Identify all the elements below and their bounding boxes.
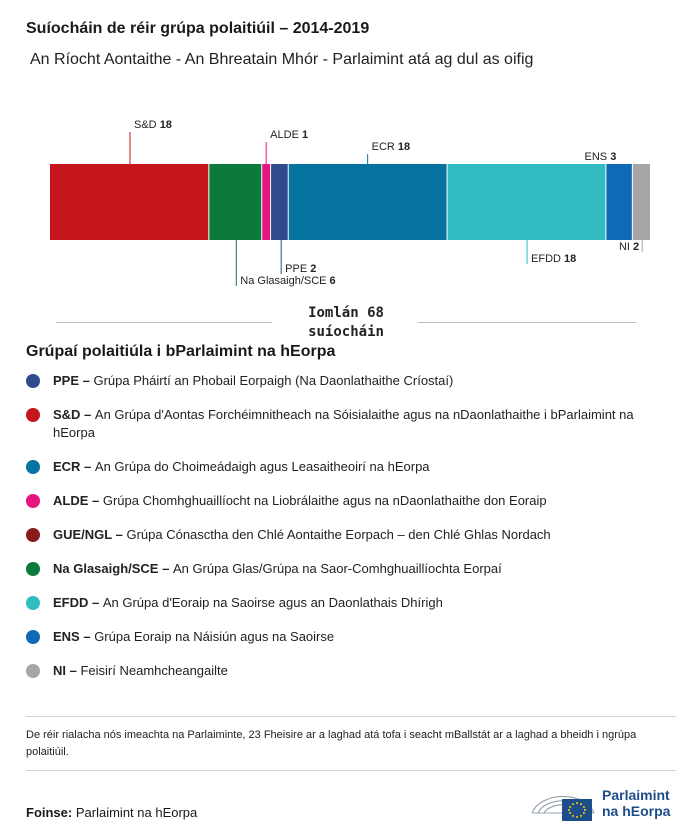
legend-abbr: GUE/NGL –	[53, 527, 127, 542]
legend-title: Grúpaí polaitiúla i bParlaimint na hEorp…	[26, 343, 336, 360]
segment-label-7: NI 2	[619, 241, 639, 253]
total-seats: Iomlán 68 suíocháin	[56, 302, 636, 342]
legend-abbr: S&D –	[53, 407, 95, 422]
bar-segment-7	[632, 164, 650, 240]
legend-swatch	[26, 562, 40, 576]
segment-label-4: ECR 18	[372, 141, 411, 153]
legend-swatch	[26, 460, 40, 474]
legend-swatch	[26, 596, 40, 610]
legend-item: ENS – Grúpa Eoraip na Náisiún agus na Sa…	[26, 628, 666, 646]
legend-text: An Grúpa Glas/Grúpa na Saor-Comhghuaillí…	[172, 561, 502, 576]
legend-item: EFDD – An Grúpa d'Eoraip na Saoirse agus…	[26, 594, 666, 612]
legend-abbr: ALDE –	[53, 493, 103, 508]
logo-line2: na hEorpa	[602, 803, 671, 819]
segment-label-1: Na Glasaigh/SCE 6	[240, 275, 335, 287]
logo-line1: Parlaimint	[602, 787, 670, 803]
legend-item: S&D – An Grúpa d'Aontas Forchéimnitheach…	[26, 406, 666, 442]
legend-text: An Grúpa do Choimeádaigh agus Leasaitheo…	[94, 459, 430, 474]
chart-title: Suíocháin de réir grúpa polaitiúil – 201…	[26, 20, 370, 37]
legend-abbr: Na Glasaigh/SCE –	[53, 561, 173, 576]
legend-item: NI – Feisirí Neamhcheangailte	[26, 662, 666, 680]
divider-bottom	[26, 770, 676, 771]
legend-text: Grúpa Eoraip na Náisiún agus na Saoirse	[94, 629, 335, 644]
legend-abbr: EFDD –	[53, 595, 103, 610]
legend-abbr: ECR –	[53, 459, 95, 474]
legend-text: An Grúpa d'Eoraip na Saoirse agus an Dao…	[102, 595, 443, 610]
bar-segment-2	[261, 164, 271, 240]
legend-item: ALDE – Grúpa Chomhghuaillíocht na Liobrá…	[26, 492, 666, 510]
total-label: Iomlán 68 suíocháin	[56, 304, 636, 342]
legend-text: Grúpa Cónasctha den Chlé Aontaithe Eorpa…	[126, 527, 551, 542]
total-line2: suíocháin	[308, 324, 384, 340]
segment-label-2: ALDE 1	[270, 129, 308, 141]
logo-text: Parlaimint na hEorpa	[602, 787, 670, 819]
segment-label-0: S&D 18	[134, 119, 172, 131]
legend-swatch	[26, 528, 40, 542]
bar-segment-4	[288, 164, 448, 240]
chart-subtitle: An Ríocht Aontaithe - An Bhreatain Mhór …	[30, 51, 534, 68]
european-parliament-logo: Parlaimint na hEorpa	[528, 781, 678, 823]
legend-item: Na Glasaigh/SCE – An Grúpa Glas/Grúpa na…	[26, 560, 666, 578]
bar-segment-6	[605, 164, 633, 240]
segment-label-3: PPE 2	[285, 263, 316, 275]
bar-segment-3	[270, 164, 289, 240]
legend-abbr: PPE –	[53, 373, 94, 388]
legend-text: Grúpa Pháirtí an Phobail Eorpaigh (Na Da…	[93, 373, 454, 388]
footnote: De réir rialacha nós imeachta na Parlaim…	[26, 729, 637, 758]
source: Foinse: Parlaimint na hEorpa	[26, 805, 197, 820]
legend-swatch	[26, 374, 40, 388]
legend-abbr: NI –	[53, 663, 81, 678]
legend-swatch	[26, 494, 40, 508]
legend-text: Feisirí Neamhcheangailte	[80, 663, 228, 678]
legend-abbr: ENS –	[53, 629, 95, 644]
bar-segment-1	[208, 164, 262, 240]
segment-label-6: ENS 3	[585, 151, 617, 163]
legend-item: PPE – Grúpa Pháirtí an Phobail Eorpaigh …	[26, 372, 666, 390]
legend-swatch	[26, 630, 40, 644]
stacked-bar-chart: S&D 18 Na Glasaigh/SCE 6 ALDE 1 PPE 2 ECR 18…	[50, 119, 650, 287]
legend-text: Grúpa Chomhghuaillíocht na Liobrálaithe …	[102, 493, 547, 508]
legend-swatch	[26, 664, 40, 678]
legend: PPE – Grúpa Pháirtí an Phobail Eorpaigh …	[26, 372, 666, 696]
european-parliament-hemicycle-icon	[531, 795, 595, 821]
total-divider-left	[56, 322, 272, 323]
bar-segment-0	[50, 164, 209, 240]
legend-item: ECR – An Grúpa do Choimeádaigh agus Leas…	[26, 458, 666, 476]
bar-segment-5	[447, 164, 606, 240]
segment-label-5: EFDD 18	[531, 253, 576, 265]
legend-text: An Grúpa d'Aontas Forchéimnitheach na Só…	[53, 407, 634, 440]
legend-item: GUE/NGL – Grúpa Cónasctha den Chlé Aonta…	[26, 526, 666, 544]
total-line1: Iomlán 68	[308, 305, 384, 321]
source-label: Foinse:	[26, 805, 73, 820]
divider-top	[26, 716, 676, 717]
total-divider-right	[418, 322, 636, 323]
source-text: Parlaimint na hEorpa	[75, 805, 198, 820]
legend-swatch	[26, 408, 40, 422]
